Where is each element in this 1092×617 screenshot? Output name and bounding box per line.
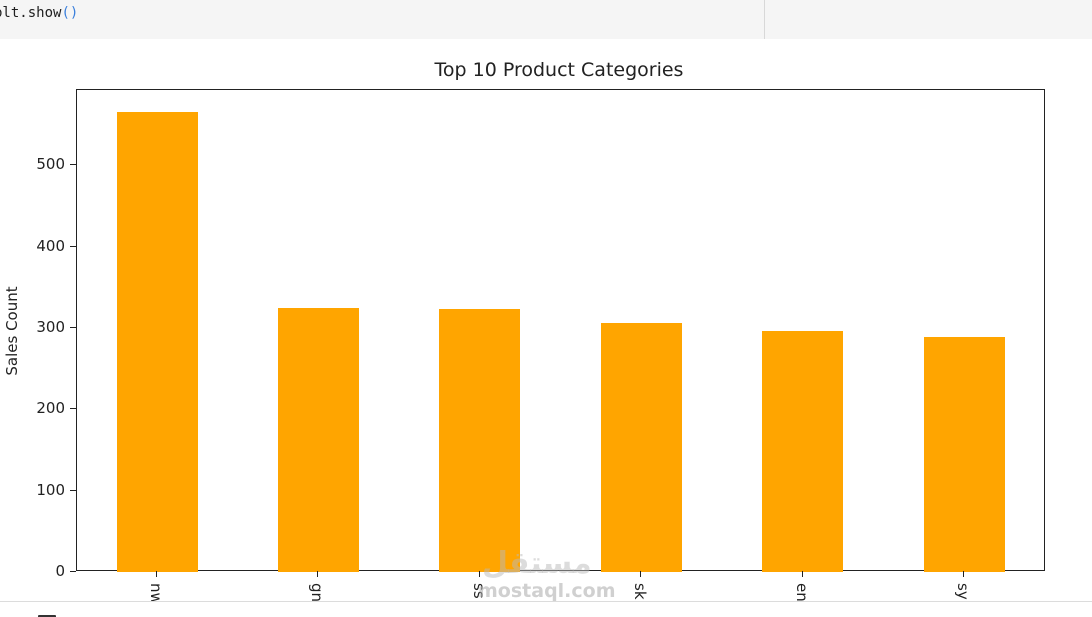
code-text: plt.show [0, 5, 62, 21]
x-tick-label: sy [954, 583, 972, 600]
x-tick [963, 571, 964, 577]
code-parens: () [61, 5, 79, 21]
y-tick [70, 408, 76, 410]
x-tick [478, 571, 480, 577]
y-tick-label: 100 [36, 480, 65, 499]
y-axis-label: Sales Count [3, 286, 21, 376]
bar-2 [277, 308, 359, 572]
cell-icon [38, 615, 56, 617]
plot-area [76, 89, 1045, 572]
x-tick-label: en [792, 583, 811, 602]
bar-5 [762, 331, 844, 572]
x-tick [640, 571, 642, 577]
y-tick [70, 164, 76, 166]
x-tick [156, 571, 157, 577]
x-tick-label: gn [308, 583, 327, 603]
cell-divider [764, 0, 765, 39]
watermark-site: mostaql.com [478, 580, 616, 602]
y-tick-label: 400 [36, 236, 65, 255]
x-tick-label: sk [631, 583, 650, 600]
bar-4 [600, 323, 682, 572]
y-tick-label: 0 [55, 562, 65, 580]
y-tick-label: 500 [36, 155, 65, 174]
code-line: plt.show() [0, 5, 78, 21]
bar-6 [923, 336, 1005, 572]
code-cell[interactable]: plt.show() [0, 0, 1092, 39]
y-tick-label: 200 [36, 399, 65, 418]
next-cell-strip [0, 602, 1092, 617]
watermark-logo: مستقل [482, 546, 592, 581]
bar-3 [439, 309, 521, 572]
y-tick [70, 571, 76, 572]
x-tick [801, 571, 803, 577]
bar-1 [116, 111, 198, 572]
y-tick [70, 327, 76, 328]
y-tick-label: 300 [36, 318, 65, 336]
chart-title: Top 10 Product Categories [434, 59, 684, 81]
output-divider [0, 601, 1092, 602]
y-tick [70, 245, 76, 247]
x-tick [317, 571, 319, 577]
y-tick [70, 489, 76, 491]
